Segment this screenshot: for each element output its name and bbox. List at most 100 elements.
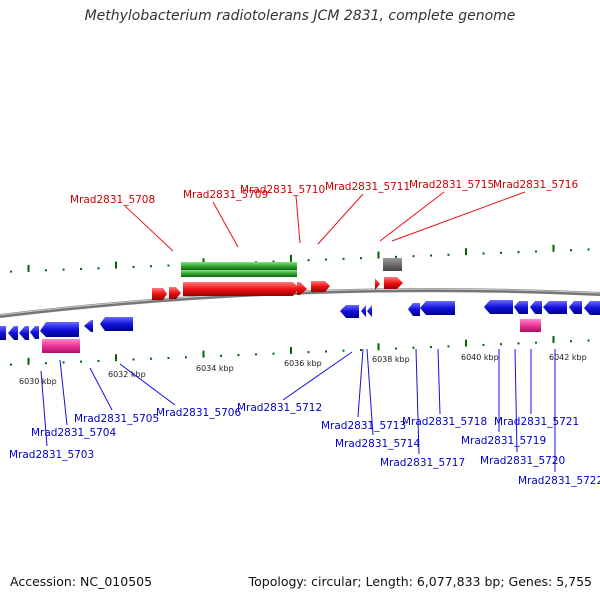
reverse-gene-arrow[interactable] — [408, 303, 420, 316]
reverse-gene-arrow[interactable] — [367, 305, 372, 317]
upper-tick — [587, 248, 590, 251]
leader-line — [514, 348, 518, 453]
gene-label[interactable]: Mrad2831_5712 — [237, 402, 322, 414]
gene-label[interactable]: Mrad2831_5721 — [494, 416, 579, 428]
gene-label[interactable]: Mrad2831_5716 — [493, 179, 578, 191]
upper-tick — [290, 254, 292, 262]
ruler-label: 6040 kbp — [461, 353, 499, 362]
upper-tick — [412, 255, 415, 258]
lower-tick — [97, 359, 100, 362]
reverse-gene-arrow[interactable] — [530, 301, 542, 314]
forward-gene-arrow[interactable] — [169, 287, 181, 299]
lower-tick — [552, 335, 555, 343]
ruler-label: 6030 kbp — [19, 377, 57, 386]
leader-line — [59, 359, 68, 426]
reverse-gene-arrow[interactable] — [543, 301, 567, 314]
upper-tick — [272, 260, 275, 263]
forward-gene-arrow[interactable] — [152, 288, 167, 300]
reverse-gene-arrow[interactable] — [420, 301, 455, 315]
leader-line — [366, 348, 374, 436]
reverse-gene-arrow[interactable] — [361, 305, 366, 317]
gene-label[interactable]: Mrad2831_5703 — [9, 449, 94, 461]
ruler-label: 6036 kbp — [284, 359, 322, 368]
leader-line — [317, 193, 364, 245]
reverse-gene-arrow[interactable] — [100, 317, 133, 331]
lower-tick — [132, 358, 135, 361]
gene-label[interactable]: Mrad2831_5706 — [156, 407, 241, 419]
reverse-gene-arrow[interactable] — [40, 322, 79, 337]
upper-tick — [45, 269, 47, 272]
gene-label[interactable]: Mrad2831_5714 — [335, 438, 420, 450]
reverse-gene-arrow[interactable] — [569, 301, 582, 314]
gene-label[interactable]: Mrad2831_5710 — [240, 184, 325, 196]
coordinate-ruler: 6030 kbp 6032 kbp 6034 kbp 6036 kbp 6038 kbp… — [19, 353, 587, 386]
upper-tick — [150, 265, 152, 268]
ruler-label: 6042 kbp — [549, 353, 587, 362]
reverse-gene-arrow[interactable] — [584, 301, 600, 315]
gene-label[interactable]: Mrad2831_5722 — [518, 475, 600, 487]
repeat-region[interactable] — [520, 319, 541, 332]
upper-tick — [517, 251, 520, 254]
gene-label[interactable]: Mrad2831_5713 — [321, 420, 406, 432]
lower-tick-row — [10, 335, 590, 366]
lower-tick — [465, 339, 467, 347]
reverse-gene-arrow[interactable] — [0, 326, 6, 340]
upper-tick — [360, 257, 362, 260]
reverse-gene-arrow[interactable] — [30, 326, 39, 339]
pseudogene-feature[interactable] — [383, 258, 402, 271]
ruler-label: 6034 kbp — [196, 364, 234, 373]
reverse-gene-arrow[interactable] — [514, 301, 528, 314]
upper-tick — [377, 251, 380, 259]
leader-line — [212, 201, 239, 248]
gene-label[interactable]: Mrad2831_5718 — [402, 416, 487, 428]
gene-label[interactable]: Mrad2831_5717 — [380, 457, 465, 469]
lower-tick — [115, 354, 117, 362]
gene-label[interactable]: Mrad2831_5705 — [74, 413, 159, 425]
upper-tick — [500, 251, 502, 254]
leader-line — [415, 348, 420, 455]
reverse-gene-arrow[interactable] — [484, 300, 513, 314]
lower-tick — [255, 353, 257, 356]
leader-line — [295, 195, 301, 244]
reverse-gene-arrow[interactable] — [8, 326, 18, 340]
upper-tick — [447, 253, 450, 256]
lower-tick — [10, 363, 12, 366]
lower-tick — [570, 340, 572, 343]
gene-label[interactable]: Mrad2831_5719 — [461, 435, 546, 447]
upper-tick — [552, 244, 555, 252]
gene-label[interactable]: Mrad2831_5709 — [183, 189, 268, 201]
reverse-gene-arrow[interactable] — [19, 326, 29, 340]
forward-gene-arrow[interactable] — [311, 281, 330, 292]
gene-label[interactable]: Mrad2831_5715 — [409, 179, 494, 191]
leader-line — [119, 363, 176, 406]
rna-feature[interactable] — [181, 270, 297, 277]
forward-gene-arrow[interactable] — [384, 277, 403, 289]
lower-tick — [167, 357, 170, 360]
repeat-region[interactable] — [42, 339, 80, 353]
lower-tick — [482, 343, 485, 346]
map-title: Methylobacterium radiotolerans JCM 2831,… — [84, 8, 516, 24]
lower-tick — [202, 350, 205, 358]
lower-tick — [360, 349, 362, 351]
gene-label[interactable]: Mrad2831_5720 — [480, 455, 565, 467]
reverse-gene-arrow[interactable] — [84, 320, 93, 332]
bottom-gene-labels: Mrad2831_5703Mrad2831_5704Mrad2831_5705M… — [9, 402, 600, 487]
lower-tick — [220, 354, 222, 357]
upper-tick — [482, 252, 485, 255]
gene-label[interactable]: Mrad2831_5708 — [70, 194, 155, 206]
upper-tick — [342, 257, 345, 260]
gene-label[interactable]: Mrad2831_5711 — [325, 181, 410, 193]
upper-tick — [465, 248, 467, 256]
gene-label[interactable]: Mrad2831_5704 — [31, 427, 116, 439]
forward-gene-arrow[interactable] — [297, 282, 307, 295]
ruler-label: 6032 kbp — [108, 370, 146, 379]
leader-line — [282, 351, 353, 401]
rna-feature[interactable] — [181, 262, 297, 270]
forward-gene-arrow[interactable] — [183, 282, 299, 296]
leader-line — [357, 348, 364, 418]
upper-tick — [430, 254, 432, 257]
reverse-gene-arrow[interactable] — [340, 305, 359, 318]
leader-line — [379, 191, 445, 242]
forward-gene-arrow[interactable] — [375, 278, 380, 290]
lower-tick — [45, 362, 47, 365]
